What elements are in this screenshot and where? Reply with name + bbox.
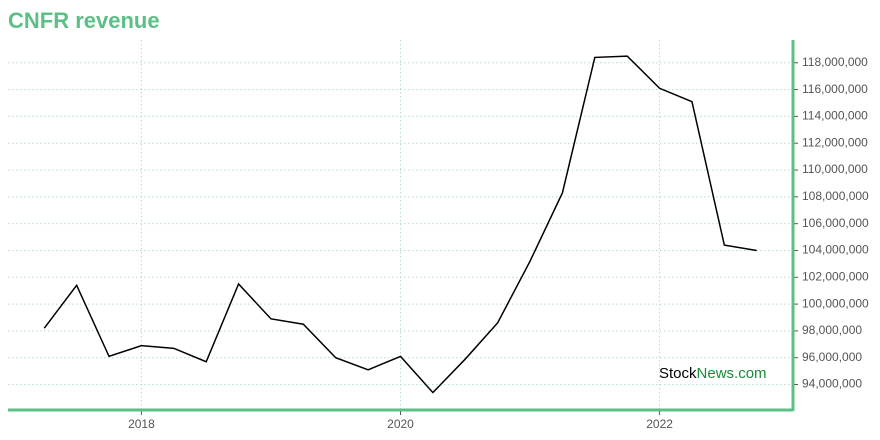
x-tick-label: 2022 <box>646 417 673 431</box>
y-tick-label: 114,000,000 <box>802 109 868 123</box>
x-tick-label: 2018 <box>128 417 155 431</box>
watermark: StockNews.com <box>659 365 767 382</box>
y-tick-label: 110,000,000 <box>802 162 868 176</box>
y-tick-label: 102,000,000 <box>802 269 869 283</box>
y-tick-label: 112,000,000 <box>802 135 868 149</box>
y-tick-label: 96,000,000 <box>802 350 862 364</box>
y-tick-label: 94,000,000 <box>802 377 862 391</box>
x-tick-label: 2020 <box>387 417 414 431</box>
chart-title: CNFR revenue <box>8 8 160 33</box>
y-tick-label: 106,000,000 <box>802 216 869 230</box>
watermark-part: Stock <box>659 365 697 382</box>
y-tick-label: 104,000,000 <box>802 243 869 257</box>
y-tick-label: 116,000,000 <box>802 82 868 96</box>
series-line <box>43 55 757 394</box>
y-tick-label: 108,000,000 <box>802 189 869 203</box>
y-tick-label: 100,000,000 <box>802 296 869 310</box>
watermark-part: News.com <box>697 365 767 382</box>
y-tick-label: 118,000,000 <box>802 55 868 69</box>
y-tick-label: 98,000,000 <box>802 323 862 337</box>
